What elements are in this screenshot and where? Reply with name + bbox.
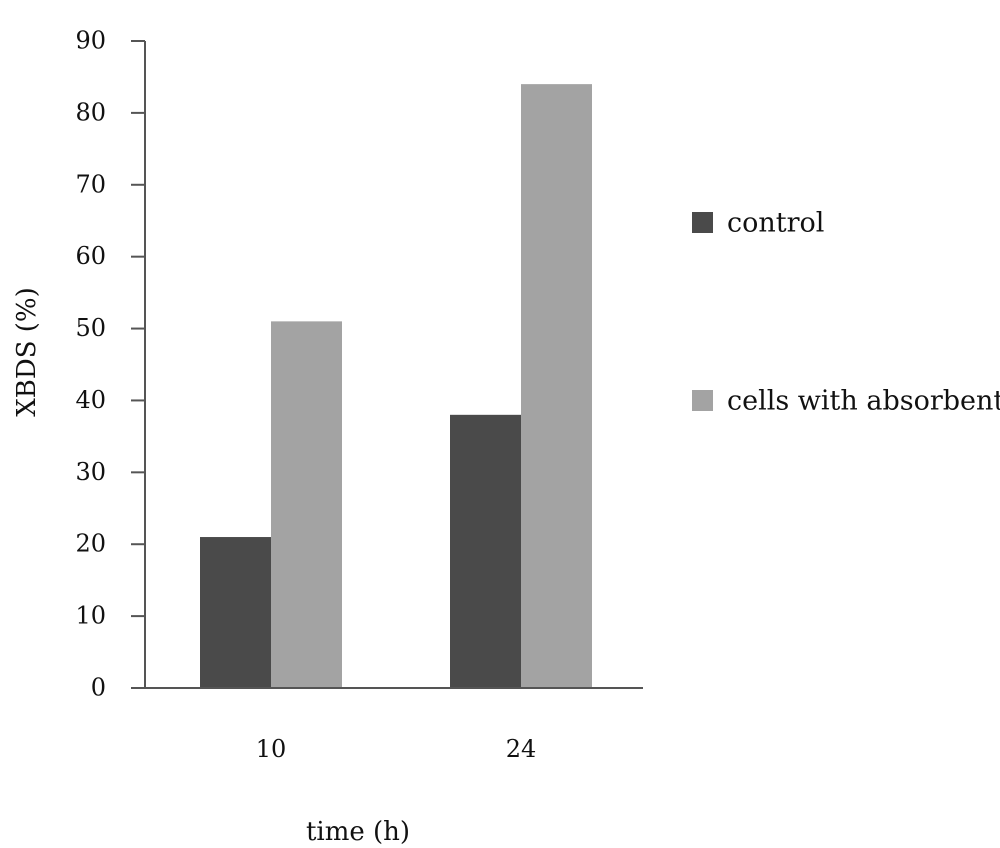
y-tick-label: 50 [75,314,106,342]
y-tick-label: 30 [75,458,106,486]
y-axis-title: XBDS (%) [12,287,42,417]
y-tick-label: 0 [91,674,106,702]
y-tick-label: 80 [75,98,106,126]
y-tick-label: 20 [75,530,106,558]
y-axis-ticks: 0 10 20 30 40 50 60 70 80 90 [75,27,145,702]
y-tick-label: 40 [75,386,106,414]
x-tick-label: 24 [506,735,537,763]
bar-cells-with-absorbent-24 [521,84,592,689]
y-tick-label: 10 [75,602,106,630]
legend: control cells with absorbent [692,208,1000,417]
y-tick-label: 70 [75,170,106,198]
x-axis-tick-labels: 10 24 [256,735,537,763]
legend-label: cells with absorbent [727,386,1000,417]
x-tick-label: 10 [256,735,287,763]
bars [200,84,592,689]
legend-label: control [727,208,824,239]
legend-swatch [692,390,713,411]
x-axis-title: time (h) [306,817,410,847]
bar-cells-with-absorbent-10 [271,321,342,688]
bar-control-24 [450,414,521,688]
y-tick-label: 60 [75,242,106,270]
y-tick-label: 90 [75,27,106,55]
legend-swatch [692,212,713,233]
bar-control-10 [200,537,271,688]
